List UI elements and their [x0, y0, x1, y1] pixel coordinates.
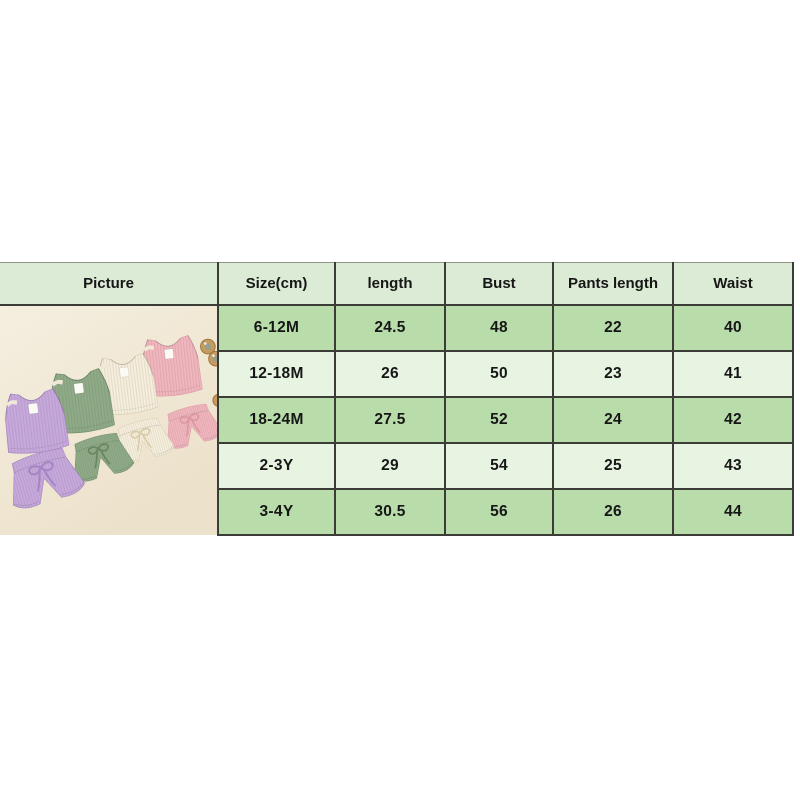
length-cell: 27.5: [334, 396, 446, 445]
table-row: 12-18M 26 50 23 41: [0, 350, 794, 399]
waist-cell: 44: [672, 488, 794, 537]
size-table: Picture Size(cm) length Bust Pants lengt…: [0, 262, 794, 537]
header-row: Picture Size(cm) length Bust Pants lengt…: [0, 262, 794, 306]
length-cell: 24.5: [334, 303, 446, 353]
bust-cell: 48: [444, 303, 554, 353]
size-cell: 18-24M: [217, 396, 336, 445]
bust-cell: 52: [444, 396, 554, 445]
size-cell: 12-18M: [217, 350, 336, 399]
pants-length-cell: 23: [552, 350, 674, 399]
bust-cell: 50: [444, 350, 554, 399]
ring-accessories: [200, 338, 217, 407]
product-photo-cell: [0, 303, 219, 536]
bust-cell: 54: [444, 442, 554, 491]
size-cell: 3-4Y: [217, 488, 336, 537]
col-header-waist: Waist: [672, 262, 794, 306]
bust-cell: 56: [444, 488, 554, 537]
col-header-bust: Bust: [444, 262, 554, 306]
pants-length-cell: 24: [552, 396, 674, 445]
waist-cell: 43: [672, 442, 794, 491]
table-row: 2-3Y 29 54 25 43: [0, 442, 794, 491]
length-cell: 30.5: [334, 488, 446, 537]
product-photo: [0, 306, 217, 536]
waist-cell: 40: [672, 303, 794, 353]
pants-length-cell: 22: [552, 303, 674, 353]
length-cell: 29: [334, 442, 446, 491]
waist-cell: 41: [672, 350, 794, 399]
length-cell: 26: [334, 350, 446, 399]
table-row: 6-12M 24.5 48 22 40: [0, 303, 794, 536]
table-row: 3-4Y 30.5 56 26 44: [0, 488, 794, 537]
table-row: 18-24M 27.5 52 24 42: [0, 396, 794, 445]
size-cell: 2-3Y: [217, 442, 336, 491]
pants-length-cell: 25: [552, 442, 674, 491]
size-cell: 6-12M: [217, 303, 336, 353]
col-header-pants-length: Pants length: [552, 262, 674, 306]
pants-length-cell: 26: [552, 488, 674, 537]
col-header-size: Size(cm): [217, 262, 336, 306]
waist-cell: 42: [672, 396, 794, 445]
col-header-length: length: [334, 262, 446, 306]
col-header-picture: Picture: [0, 262, 219, 306]
